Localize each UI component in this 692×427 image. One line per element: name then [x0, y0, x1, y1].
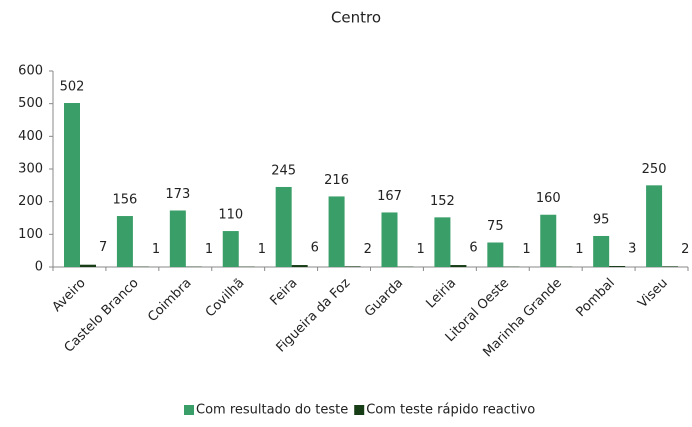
bar	[64, 103, 80, 267]
legend-swatch	[184, 405, 194, 415]
value-label: 1	[575, 242, 583, 257]
bar	[487, 243, 503, 268]
chart-title: Centro	[331, 9, 381, 27]
bar	[662, 266, 678, 267]
value-label: 2	[364, 242, 372, 257]
y-tick-label: 200	[18, 194, 43, 209]
legend-swatch	[354, 405, 364, 415]
value-label: 152	[430, 194, 455, 209]
x-tick-label: Feira	[267, 276, 300, 309]
bar	[117, 216, 133, 267]
bar	[646, 185, 662, 267]
legend-label: Com resultado do teste	[196, 403, 348, 418]
y-tick-label: 400	[18, 129, 43, 144]
value-label: 502	[60, 80, 85, 95]
bar	[292, 265, 308, 267]
bar	[450, 265, 466, 267]
value-label: 1	[205, 242, 213, 257]
value-label: 216	[324, 173, 349, 188]
legend-label: Com teste rápido reactivo	[366, 403, 535, 418]
value-label: 1	[258, 242, 266, 257]
y-tick-label: 500	[18, 96, 43, 111]
bar	[382, 212, 398, 267]
value-label: 1	[417, 242, 425, 257]
value-label: 110	[218, 208, 243, 223]
x-tick-label: Covilhã	[203, 276, 248, 321]
value-label: 1	[152, 242, 160, 257]
value-label: 156	[113, 193, 138, 208]
bar	[329, 196, 345, 267]
bar	[593, 236, 609, 267]
y-tick-label: 100	[18, 227, 43, 242]
x-tick-label: Leiria	[423, 276, 459, 312]
value-label: 6	[469, 241, 477, 256]
value-label: 3	[628, 242, 636, 257]
x-tick-label: Guarda	[362, 276, 406, 320]
bar	[345, 266, 361, 267]
value-label: 173	[165, 187, 190, 202]
bar	[434, 217, 450, 267]
value-label: 1	[522, 242, 530, 257]
value-label: 95	[593, 212, 610, 227]
value-label: 167	[377, 189, 402, 204]
value-label: 75	[487, 219, 504, 234]
value-label: 245	[271, 163, 296, 178]
bar	[609, 266, 625, 267]
x-tick-label: Viseu	[635, 276, 671, 312]
bar	[223, 231, 239, 267]
bar	[540, 215, 556, 267]
value-label: 160	[536, 191, 561, 206]
value-label: 6	[311, 241, 319, 256]
bar	[80, 265, 96, 267]
bar	[170, 210, 186, 267]
bar	[276, 187, 292, 267]
value-label: 2	[681, 242, 689, 257]
y-tick-label: 600	[18, 64, 43, 79]
y-tick-label: 300	[18, 162, 43, 177]
x-tick-label: Coimbra	[145, 276, 194, 325]
x-tick-label: Pombal	[574, 276, 618, 320]
y-tick-label: 0	[35, 260, 43, 275]
x-tick-label: Aveiro	[50, 276, 89, 315]
value-label: 250	[642, 162, 667, 177]
value-label: 7	[99, 240, 107, 255]
